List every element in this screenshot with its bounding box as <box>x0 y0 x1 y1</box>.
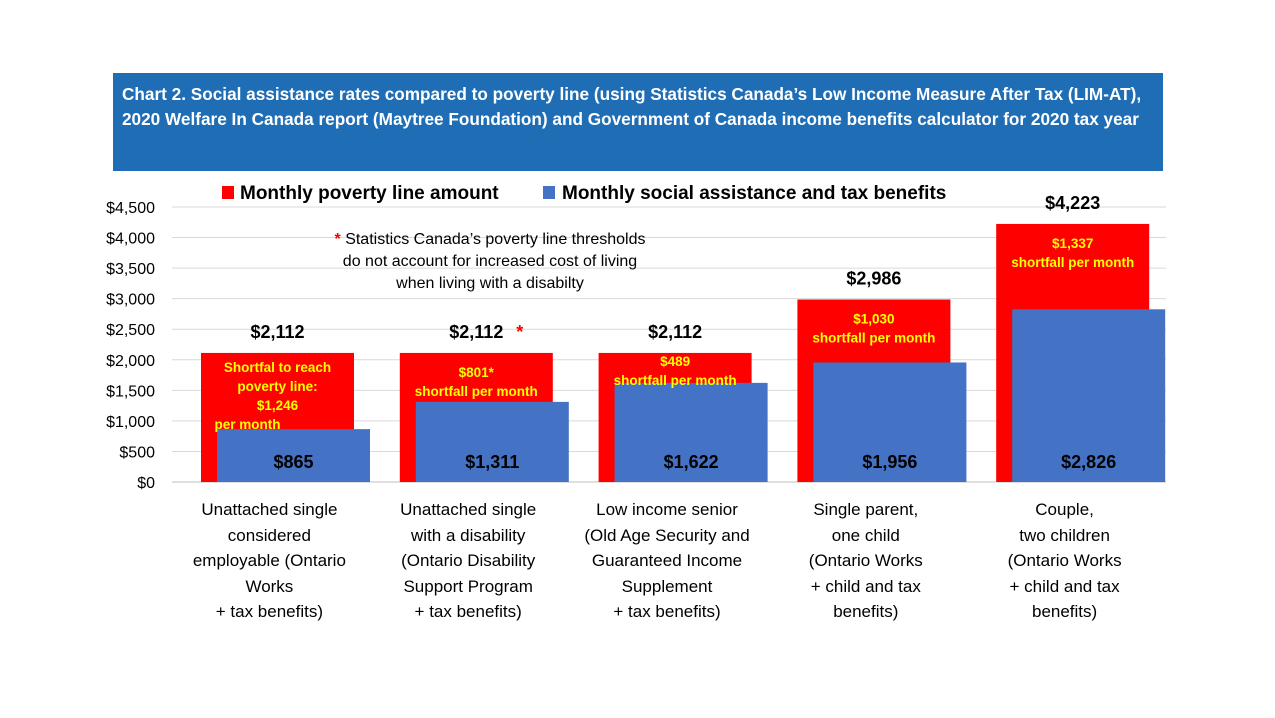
assistance-value-label: $1,956 <box>862 452 917 472</box>
shortfall-label: $801* <box>459 365 495 380</box>
poverty-value-label: $2,112 <box>250 322 304 342</box>
assistance-bar <box>813 362 967 482</box>
y-tick-label: $4,000 <box>106 231 155 248</box>
category-label: Low income senior (Old Age Security and … <box>584 500 750 621</box>
poverty-value-label: $4,223 <box>1045 193 1100 213</box>
chart-note: * Statistics Canada’s poverty line thres… <box>325 229 655 295</box>
shortfall-label: poverty line: <box>237 379 317 394</box>
assistance-value-label: $1,311 <box>465 452 519 472</box>
legend-label-poverty: Monthly poverty line amount <box>240 183 499 204</box>
shortfall-label: $1,337 <box>1052 236 1093 251</box>
category-label: Unattached single with a disability (Ont… <box>400 500 537 621</box>
y-tick-label: $0 <box>137 475 155 492</box>
assistance-bar <box>1012 309 1166 482</box>
category-label: Single parent, one child (Ontario Works … <box>808 500 923 621</box>
note-text: Statistics Canada’s poverty line thresho… <box>342 231 646 292</box>
y-tick-label: $3,500 <box>106 261 155 278</box>
poverty-value-label: $2,112 <box>648 322 702 342</box>
shortfall-label: Shortfal to reach <box>224 360 331 375</box>
y-tick-label: $2,000 <box>106 353 155 370</box>
y-tick-label: $500 <box>119 444 155 461</box>
category-label: Couple, two children (Ontario Works + ch… <box>1007 500 1122 621</box>
note-star: * <box>334 231 341 248</box>
y-tick-label: $1,500 <box>106 383 155 400</box>
shortfall-label: shortfall per month <box>1011 255 1134 270</box>
shortfall-label: $1,246 <box>257 398 299 413</box>
legend-swatch-assistance <box>543 186 555 199</box>
legend-label-assistance: Monthly social assistance and tax benefi… <box>562 183 946 204</box>
chart-title-box: Chart 2. Social assistance rates compare… <box>113 73 1163 171</box>
poverty-value-label: $2,986 <box>846 269 901 289</box>
assistance-value-label: $2,826 <box>1061 452 1116 472</box>
shortfall-label: per month <box>215 417 281 432</box>
assistance-value-label: $865 <box>273 452 313 472</box>
chart-title: Chart 2. Social assistance rates compare… <box>122 84 1142 129</box>
shortfall-label: shortfall per month <box>614 373 737 388</box>
shortfall-label: shortfall per month <box>812 331 935 346</box>
category-label: Unattached single considered employable … <box>192 500 346 621</box>
shortfall-label: shortfall per month <box>415 384 538 399</box>
poverty-label-star: * <box>516 322 523 342</box>
shortfall-label: $1,030 <box>853 312 894 327</box>
poverty-value-label: $2,112 <box>449 322 503 342</box>
y-tick-label: $2,500 <box>106 322 155 339</box>
assistance-bar <box>217 429 370 482</box>
y-tick-label: $1,000 <box>106 414 155 431</box>
y-tick-label: $4,500 <box>106 200 155 217</box>
assistance-bar <box>614 382 768 482</box>
assistance-value-label: $1,622 <box>664 452 719 472</box>
shortfall-label: $489 <box>660 354 690 369</box>
legend-swatch-poverty <box>222 186 234 199</box>
y-tick-label: $3,000 <box>106 292 155 309</box>
assistance-bar <box>415 401 569 482</box>
